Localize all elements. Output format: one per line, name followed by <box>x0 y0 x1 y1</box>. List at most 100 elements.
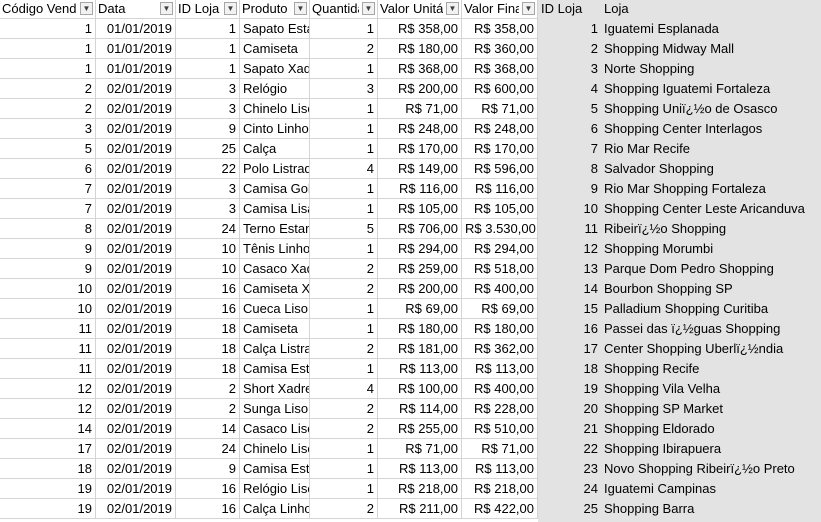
loja-name-cell[interactable]: Ribeirï¿½o Shopping <box>604 221 727 236</box>
cell-valor-final[interactable]: R$ 422,00 <box>462 499 538 519</box>
cell-data[interactable]: 02/01/2019 <box>96 479 176 499</box>
cell-codigo-vendedor[interactable]: 3 <box>0 119 96 139</box>
loja-name-cell[interactable]: Rio Mar Shopping Fortaleza <box>604 181 766 196</box>
cell-valor-final[interactable]: R$ 600,00 <box>462 79 538 99</box>
loja-name-cell[interactable]: Shopping Center Interlagos <box>604 121 763 136</box>
cell-codigo-vendedor[interactable]: 19 <box>0 479 96 499</box>
header-quantidade[interactable]: Quantidade▼ <box>310 0 378 19</box>
cell-codigo-vendedor[interactable]: 12 <box>0 379 96 399</box>
cell-codigo-vendedor[interactable]: 17 <box>0 439 96 459</box>
cell-codigo-vendedor[interactable]: 12 <box>0 399 96 419</box>
loja-id-cell[interactable]: 25 <box>583 501 598 516</box>
loja-name-cell[interactable]: Shopping Midway Mall <box>604 41 735 56</box>
cell-valor-final[interactable]: R$ 294,00 <box>462 239 538 259</box>
cell-codigo-vendedor[interactable]: 7 <box>0 179 96 199</box>
cell-produto[interactable]: Casaco Xadrez <box>240 259 310 279</box>
cell-data[interactable]: 02/01/2019 <box>96 239 176 259</box>
cell-produto[interactable]: Relógio <box>240 79 310 99</box>
loja-name-cell[interactable]: Novo Shopping Ribeirï¿½o Preto <box>604 461 795 476</box>
cell-valor-final[interactable]: R$ 218,00 <box>462 479 538 499</box>
cell-codigo-vendedor[interactable]: 9 <box>0 239 96 259</box>
loja-name-cell[interactable]: Iguatemi Campinas <box>604 481 716 496</box>
cell-produto[interactable]: Cueca Liso <box>240 299 310 319</box>
cell-valor-final[interactable]: R$ 248,00 <box>462 119 538 139</box>
cell-id-loja[interactable]: 2 <box>176 399 240 419</box>
loja-id-cell[interactable]: 13 <box>583 261 598 276</box>
cell-produto[interactable]: Relógio Liso <box>240 479 310 499</box>
cell-id-loja[interactable]: 3 <box>176 99 240 119</box>
cell-codigo-vendedor[interactable]: 11 <box>0 319 96 339</box>
cell-valor-final[interactable]: R$ 69,00 <box>462 299 538 319</box>
loja-id-cell[interactable]: 2 <box>590 41 598 56</box>
loja-id-cell[interactable]: 5 <box>590 101 598 116</box>
loja-id-cell[interactable]: 15 <box>583 301 598 316</box>
cell-valor-unitario[interactable]: R$ 149,00 <box>378 159 462 179</box>
cell-data[interactable]: 02/01/2019 <box>96 439 176 459</box>
cell-produto[interactable]: Calça Listrada <box>240 339 310 359</box>
cell-codigo-vendedor[interactable]: 9 <box>0 259 96 279</box>
cell-valor-unitario[interactable]: R$ 259,00 <box>378 259 462 279</box>
cell-id-loja[interactable]: 18 <box>176 359 240 379</box>
cell-quantidade[interactable]: 2 <box>310 259 378 279</box>
cell-data[interactable]: 01/01/2019 <box>96 39 176 59</box>
cell-quantidade[interactable]: 1 <box>310 479 378 499</box>
cell-valor-final[interactable]: R$ 3.530,00 <box>462 219 538 239</box>
loja-name-cell[interactable]: Shopping Morumbi <box>604 241 714 256</box>
loja-name-cell[interactable]: Palladium Shopping Curitiba <box>604 301 769 316</box>
cell-quantidade[interactable]: 2 <box>310 339 378 359</box>
cell-valor-final[interactable]: R$ 596,00 <box>462 159 538 179</box>
cell-valor-unitario[interactable]: R$ 113,00 <box>378 359 462 379</box>
filter-dropdown-icon[interactable]: ▼ <box>294 2 307 15</box>
cell-data[interactable]: 02/01/2019 <box>96 199 176 219</box>
cell-valor-unitario[interactable]: R$ 180,00 <box>378 319 462 339</box>
cell-data[interactable]: 02/01/2019 <box>96 139 176 159</box>
cell-data[interactable]: 02/01/2019 <box>96 359 176 379</box>
cell-valor-unitario[interactable]: R$ 706,00 <box>378 219 462 239</box>
cell-data[interactable]: 02/01/2019 <box>96 219 176 239</box>
cell-valor-final[interactable]: R$ 400,00 <box>462 379 538 399</box>
cell-quantidade[interactable]: 1 <box>310 99 378 119</box>
cell-data[interactable]: 02/01/2019 <box>96 79 176 99</box>
cell-codigo-vendedor[interactable]: 5 <box>0 139 96 159</box>
cell-valor-unitario[interactable]: R$ 180,00 <box>378 39 462 59</box>
cell-codigo-vendedor[interactable]: 8 <box>0 219 96 239</box>
cell-valor-final[interactable]: R$ 360,00 <box>462 39 538 59</box>
cell-produto[interactable]: Camiseta <box>240 319 310 339</box>
header-valor-unitario[interactable]: Valor Unitário▼ <box>378 0 462 19</box>
cell-valor-final[interactable]: R$ 71,00 <box>462 439 538 459</box>
loja-id-cell[interactable]: 18 <box>583 361 598 376</box>
loja-id-cell[interactable]: 24 <box>583 481 598 496</box>
loja-name-cell[interactable]: Iguatemi Esplanada <box>604 21 719 36</box>
cell-id-loja[interactable]: 10 <box>176 239 240 259</box>
cell-valor-final[interactable]: R$ 228,00 <box>462 399 538 419</box>
cell-quantidade[interactable]: 4 <box>310 379 378 399</box>
cell-quantidade[interactable]: 1 <box>310 59 378 79</box>
cell-data[interactable]: 02/01/2019 <box>96 259 176 279</box>
cell-data[interactable]: 02/01/2019 <box>96 419 176 439</box>
cell-valor-final[interactable]: R$ 113,00 <box>462 459 538 479</box>
cell-produto[interactable]: Sapato Xadrez <box>240 59 310 79</box>
cell-codigo-vendedor[interactable]: 11 <box>0 339 96 359</box>
cell-produto[interactable]: Polo Listrada <box>240 159 310 179</box>
cell-produto[interactable]: Camisa Estampa <box>240 459 310 479</box>
loja-id-cell[interactable]: 12 <box>583 241 598 256</box>
loja-name-cell[interactable]: Shopping Iguatemi Fortaleza <box>604 81 771 96</box>
loja-name-cell[interactable]: Passei das ï¿½guas Shopping <box>604 321 781 336</box>
cell-valor-unitario[interactable]: R$ 71,00 <box>378 439 462 459</box>
cell-codigo-vendedor[interactable]: 11 <box>0 359 96 379</box>
cell-valor-final[interactable]: R$ 71,00 <box>462 99 538 119</box>
cell-id-loja[interactable]: 16 <box>176 499 240 519</box>
filter-dropdown-icon[interactable]: ▼ <box>80 2 93 15</box>
cell-valor-unitario[interactable]: R$ 100,00 <box>378 379 462 399</box>
cell-quantidade[interactable]: 2 <box>310 419 378 439</box>
cell-valor-unitario[interactable]: R$ 170,00 <box>378 139 462 159</box>
cell-codigo-vendedor[interactable]: 1 <box>0 19 96 39</box>
header-codigo-vendedor[interactable]: Código Vendedor▼ <box>0 0 96 19</box>
cell-produto[interactable]: Tênis Linho <box>240 239 310 259</box>
loja-id-cell[interactable]: 1 <box>590 21 598 36</box>
cell-codigo-vendedor[interactable]: 2 <box>0 79 96 99</box>
cell-data[interactable]: 02/01/2019 <box>96 279 176 299</box>
cell-data[interactable]: 01/01/2019 <box>96 19 176 39</box>
loja-id-cell[interactable]: 19 <box>583 381 598 396</box>
cell-quantidade[interactable]: 1 <box>310 199 378 219</box>
